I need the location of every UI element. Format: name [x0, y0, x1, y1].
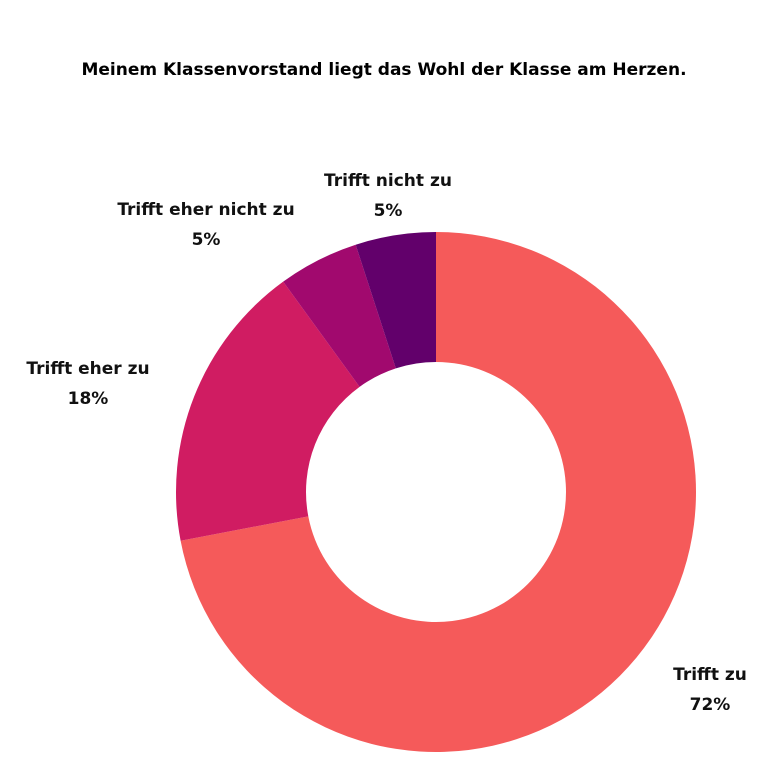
slice-value-label: 5%	[374, 201, 403, 221]
slice-label: Trifft nicht zu	[324, 171, 452, 191]
slice-trifft-eher-zu	[175, 281, 360, 541]
slice-label: Trifft zu	[673, 665, 747, 685]
slice-value-label: 5%	[192, 230, 221, 250]
slice-trifft-nicht-zu	[355, 232, 436, 369]
slice-value-label: 72%	[690, 695, 731, 715]
slice-label: Trifft eher zu	[26, 359, 149, 379]
chart-title: Meinem Klassenvorstand liegt das Wohl de…	[81, 60, 687, 80]
slice-trifft-zu	[180, 232, 696, 753]
slice-value-label: 18%	[68, 389, 109, 409]
slice-label: Trifft eher nicht zu	[117, 200, 294, 220]
slice-trifft-eher-nicht-zu	[283, 244, 396, 387]
